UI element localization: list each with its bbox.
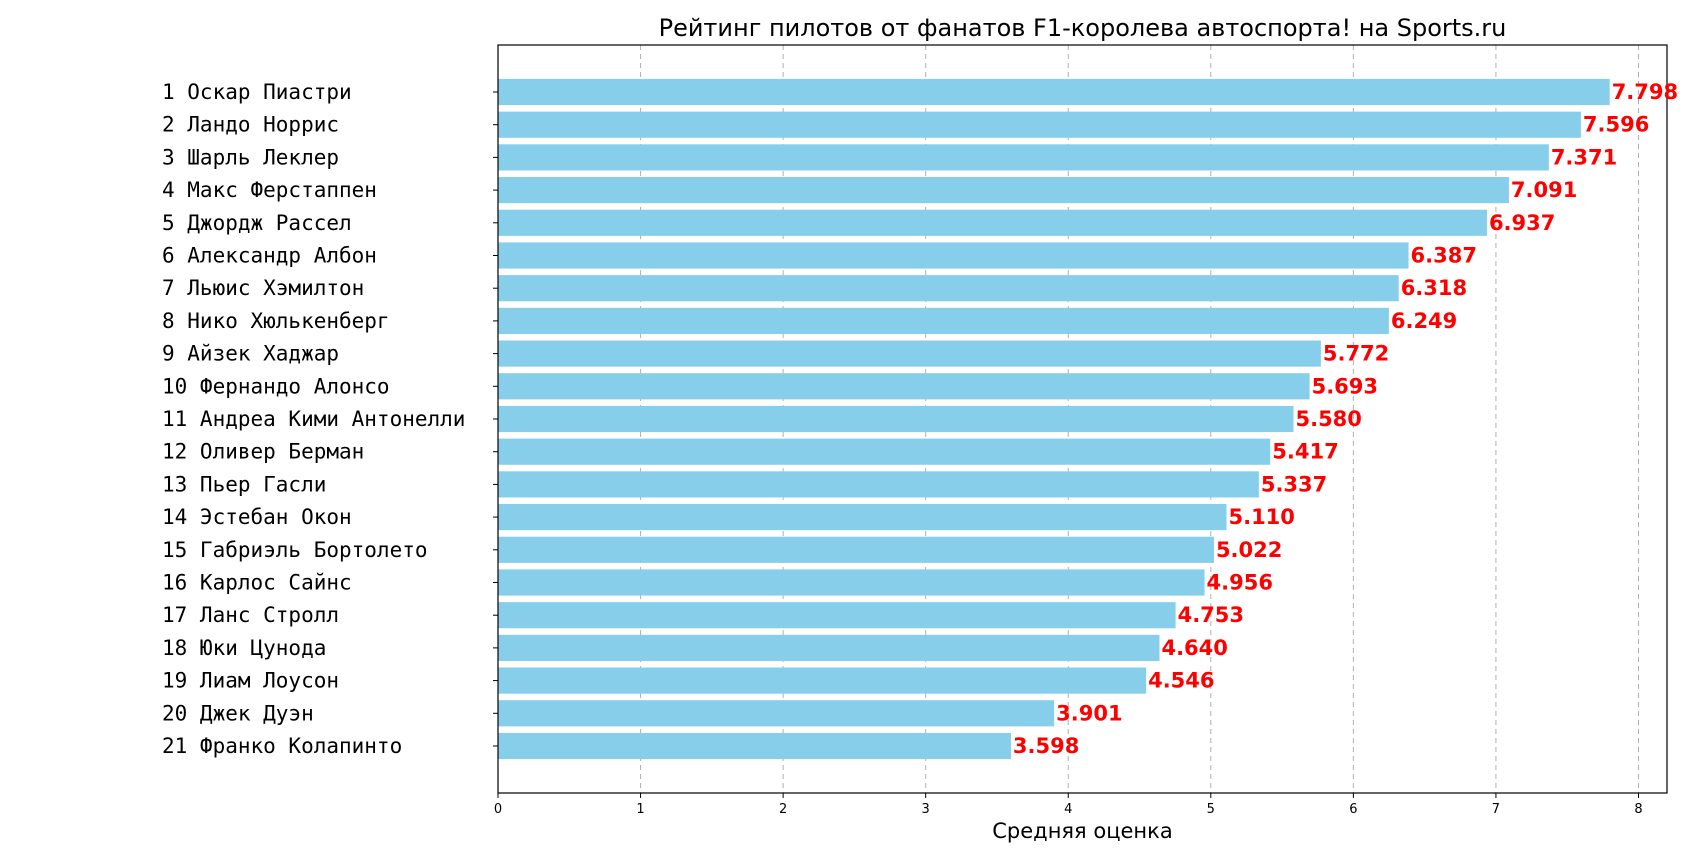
bar-value-label: 7.091 <box>1511 178 1577 202</box>
bar-value-label: 3.901 <box>1056 701 1122 725</box>
x-tick-label: 3 <box>922 802 930 817</box>
x-axis-label: Средняя оценка <box>992 819 1172 843</box>
bar <box>498 667 1147 694</box>
y-tick-label: 13 Пьер Гасли <box>162 472 326 496</box>
y-tick-label: 11 Андреа Кими Антонелли <box>162 407 465 431</box>
bar-value-label: 4.753 <box>1178 603 1244 627</box>
y-tick-label: 2 Ландо Норрис <box>162 113 339 137</box>
y-axis-ticks: 1 Оскар Пиастри 2 Ландо Норрис 3 Шарль Лек… <box>162 80 498 758</box>
x-tick-label: 7 <box>1492 802 1500 817</box>
y-tick-label: 16 Карлос Сайнс <box>162 571 352 595</box>
bar-value-label: 4.956 <box>1207 571 1273 595</box>
y-tick-label: 6 Александр Албон <box>162 244 377 268</box>
bar-value-label: 7.371 <box>1551 145 1617 169</box>
y-tick-label: 14 Эстебан Окон <box>162 505 352 529</box>
y-tick-label: 1 Оскар Пиастри <box>162 80 352 104</box>
y-tick-label: 5 Джордж Рассел <box>162 211 352 235</box>
bar-value-label: 4.546 <box>1148 669 1214 693</box>
bar <box>498 209 1487 236</box>
bar <box>498 373 1310 400</box>
x-tick-label: 5 <box>1207 802 1215 817</box>
bar <box>498 78 1610 106</box>
y-tick-label: 3 Шарль Леклер <box>162 145 339 169</box>
bar-value-label: 5.022 <box>1216 538 1282 562</box>
bar <box>498 144 1549 171</box>
bars <box>498 78 1610 760</box>
bar <box>498 732 1011 760</box>
value-labels: 7.798 7.596 7.371 7.091 6.937 6.387 6.318 6.249… <box>1013 80 1678 758</box>
x-tick-label: 6 <box>1349 802 1357 817</box>
x-tick-label: 0 <box>494 802 502 817</box>
y-tick-label: 9 Айзек Хаджар <box>162 342 339 366</box>
bar-value-label: 4.640 <box>1161 636 1227 660</box>
bar <box>498 504 1227 531</box>
x-tick-label: 2 <box>779 802 787 817</box>
bar-value-label: 5.772 <box>1323 342 1389 366</box>
bar <box>498 536 1214 563</box>
y-tick-label: 18 Юки Цунода <box>162 636 326 660</box>
y-tick-label: 19 Лиам Лоусон <box>162 669 339 693</box>
bar <box>498 242 1409 269</box>
bar-value-label: 7.798 <box>1612 80 1678 104</box>
y-tick-label: 15 Габриэль Бортолето <box>162 538 428 562</box>
bar-value-label: 6.249 <box>1391 309 1457 333</box>
bar <box>498 602 1176 629</box>
bar <box>498 340 1321 367</box>
bar <box>498 634 1160 661</box>
bar-value-label: 6.318 <box>1401 276 1467 300</box>
x-tick-label: 1 <box>636 802 644 817</box>
bar <box>498 111 1581 138</box>
bar-value-label: 5.337 <box>1261 472 1327 496</box>
x-tick-label: 8 <box>1634 802 1642 817</box>
bar <box>498 177 1509 204</box>
chart-title: Рейтинг пилотов от фанатов F1-королева а… <box>659 14 1507 42</box>
bar <box>498 700 1055 727</box>
bar-value-label: 5.110 <box>1228 505 1294 529</box>
bar-value-label: 5.693 <box>1312 374 1378 398</box>
bar <box>498 275 1399 302</box>
bar <box>498 569 1205 596</box>
y-tick-label: 21 Франко Колапинто <box>162 734 402 758</box>
bar-value-label: 3.598 <box>1013 734 1079 758</box>
y-tick-label: 4 Макс Ферстаппен <box>162 178 377 202</box>
bar-value-label: 7.596 <box>1583 113 1649 137</box>
x-axis-ticks: 0 1 2 3 4 5 6 7 8 <box>494 793 1643 817</box>
y-tick-label: 7 Льюис Хэмилтон <box>162 276 364 300</box>
y-tick-label: 17 Ланс Стролл <box>162 603 339 627</box>
y-tick-label: 20 Джек Дуэн <box>162 701 314 725</box>
y-tick-label: 12 Оливер Берман <box>162 440 364 464</box>
bar-value-label: 6.387 <box>1411 244 1477 268</box>
y-tick-label: 8 Нико Хюлькенберг <box>162 309 390 333</box>
bar <box>498 307 1389 334</box>
bar <box>498 471 1259 498</box>
bar-value-label: 5.417 <box>1272 440 1338 464</box>
bar <box>498 438 1271 465</box>
y-tick-label: 10 Фернандо Алонсо <box>162 374 390 398</box>
bar-value-label: 6.937 <box>1489 211 1555 235</box>
bar <box>498 405 1294 433</box>
x-tick-label: 4 <box>1064 802 1072 817</box>
bar-value-label: 5.580 <box>1295 407 1361 431</box>
